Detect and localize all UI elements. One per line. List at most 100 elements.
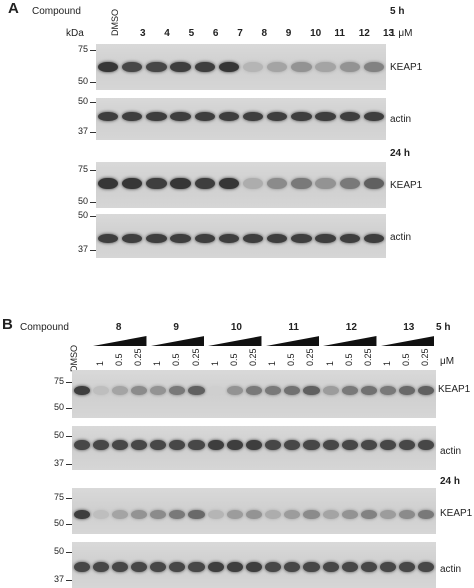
panel-b-dose-label: 0.25 bbox=[362, 348, 373, 366]
tick bbox=[90, 216, 96, 217]
panel-b-5h-actin-band bbox=[169, 440, 186, 450]
panel-b-5h-actin-band bbox=[226, 440, 243, 450]
panel-b-24h-keap1-band bbox=[131, 510, 148, 519]
panel-a-24h-keap1-label: KEAP1 bbox=[390, 180, 423, 191]
panel-b-dose-label: 0.5 bbox=[286, 353, 297, 366]
tick bbox=[90, 250, 96, 251]
panel-b-24h-keap1-band bbox=[399, 510, 416, 519]
panel-a-24h-actin-band bbox=[97, 234, 119, 243]
tick bbox=[66, 552, 72, 553]
panel-b-dose-label: 1 bbox=[94, 360, 105, 366]
panel-b-5h-actin-band bbox=[150, 440, 167, 450]
panel-a-24h-actin-band bbox=[146, 234, 167, 243]
panel-a-compound-8: 8 bbox=[261, 28, 268, 39]
panel-b-dose-label: 1 bbox=[382, 360, 393, 366]
panel-a-24h-keap1-band bbox=[170, 178, 191, 189]
panel-b-5h-keap1-marker-75: 75 bbox=[53, 376, 64, 386]
panel-b-5h-actin-band bbox=[418, 440, 435, 450]
tick bbox=[66, 408, 72, 409]
panel-b-5h-keap1-band bbox=[303, 386, 320, 395]
panel-a-5h-keap1-band bbox=[315, 62, 336, 72]
panel-b-24h-keap1-band bbox=[111, 510, 128, 519]
panel-a-24h-keap1-band bbox=[97, 178, 119, 189]
panel-b-24h-keap1-band bbox=[418, 510, 435, 519]
tick bbox=[66, 464, 72, 465]
panel-a-24h-keap1-band bbox=[291, 178, 312, 189]
panel-a-5h-actin-band bbox=[170, 112, 191, 121]
panel-b-5h-keap1-band bbox=[207, 386, 224, 395]
panel-b-dose-label: 1 bbox=[324, 360, 335, 366]
panel-b-24h-actin-band bbox=[226, 562, 243, 572]
panel-a-5h-keap1-band bbox=[267, 62, 288, 72]
panel-b-compound-9: 9 bbox=[173, 322, 179, 333]
panel-b-5h-actin-marker-50: 50 bbox=[53, 430, 64, 440]
panel-b-5h-actin-band bbox=[73, 440, 90, 450]
panel-b-compound-8: 8 bbox=[115, 322, 122, 333]
panel-a-24h-keap1-blot bbox=[96, 162, 386, 208]
panel-a-5h-actin-band bbox=[97, 112, 119, 121]
panel-b-compound-11: 11 bbox=[288, 322, 299, 333]
panel-b-5h-keap1-band bbox=[245, 386, 263, 395]
panel-b-dose-label: 0.25 bbox=[305, 348, 316, 366]
panel-a-5h-keap1-band bbox=[363, 62, 385, 72]
panel-a-24h-actin-blot bbox=[96, 214, 386, 258]
panel-a-5h-actin-band bbox=[242, 112, 264, 121]
panel-a-dmso-label: DMSO bbox=[110, 9, 120, 36]
panel-b-dose-wedge bbox=[208, 336, 262, 346]
panel-b-24h-keap1-band bbox=[226, 510, 243, 519]
panel-a-5h-actin-band bbox=[194, 112, 215, 121]
panel-b-24h-keap1-marker-75: 75 bbox=[53, 492, 64, 502]
panel-b-24h-actin-band bbox=[111, 562, 128, 572]
panel-a-5h-keap1-label: KEAP1 bbox=[390, 62, 423, 73]
panel-b-24h-actin-band bbox=[360, 562, 377, 572]
panel-a-5h-actin-band bbox=[122, 112, 143, 121]
panel-b-24h-actin-label: actin bbox=[440, 564, 462, 575]
panel-a-24h-actin-band bbox=[122, 234, 143, 243]
panel-b-5h-actin-band bbox=[92, 440, 109, 450]
panel-b-5h-keap1-band bbox=[322, 386, 339, 395]
panel-b-24h-actin-band bbox=[245, 562, 263, 572]
panel-b-24h-keap1-band bbox=[322, 510, 339, 519]
panel-b-24h-keap1-band bbox=[169, 510, 186, 519]
panel-b-24h-actin-band bbox=[131, 562, 148, 572]
panel-a-letter: A bbox=[8, 0, 19, 17]
panel-b-dose-wedge bbox=[323, 336, 377, 346]
panel-a-24h-actin-label: actin bbox=[390, 232, 412, 243]
panel-b-5h-actin-band bbox=[399, 440, 416, 450]
panel-b-24h-actin-blot bbox=[72, 542, 436, 588]
panel-a-compound-10: 10 bbox=[310, 28, 322, 39]
panel-a-5h-actin-band bbox=[315, 112, 336, 121]
panel-b-5h-keap1-band bbox=[188, 386, 205, 395]
panel-a-compound-label: Compound bbox=[32, 6, 81, 17]
panel-b-dose-label: 0.25 bbox=[248, 348, 258, 366]
panel-b-dose-wedge bbox=[93, 336, 147, 346]
panel-a-24h-keap1-band bbox=[315, 178, 336, 189]
panel-a-5h-actin-blot bbox=[96, 98, 386, 140]
panel-b-dose-label: 1 bbox=[267, 360, 278, 366]
panel-b-24h-keap1-band bbox=[360, 510, 377, 519]
tick bbox=[90, 82, 96, 83]
panel-a-24h-actin-band bbox=[267, 234, 288, 243]
panel-b-5h-actin-marker-37: 37 bbox=[53, 458, 64, 468]
panel-a-5h-keap1-band bbox=[218, 62, 240, 72]
panel-a-concentration-label: 1 μM bbox=[390, 28, 413, 39]
panel-a-compound-13: 13 bbox=[383, 28, 395, 39]
panel-b-5h-keap1-band bbox=[226, 386, 243, 395]
panel-a-time-5h: 5 h bbox=[390, 6, 405, 17]
panel-a-5h-keap1-band bbox=[242, 62, 264, 72]
panel-b-24h-keap1-band bbox=[92, 510, 109, 519]
panel-b-time-5h: 5 h bbox=[436, 322, 451, 333]
panel-b-5h-actin-band bbox=[207, 440, 224, 450]
tick bbox=[66, 580, 72, 581]
panel-b-5h-actin-band bbox=[188, 440, 205, 450]
panel-a-24h-keap1-band bbox=[339, 178, 360, 189]
panel-a-24h-actin-marker-37: 37 bbox=[77, 244, 88, 254]
panel-b-unit-label: μM bbox=[440, 356, 455, 367]
tick bbox=[66, 498, 72, 499]
panel-b-5h-actin-band bbox=[360, 440, 377, 450]
panel-b-dose-wedge bbox=[150, 336, 205, 346]
panel-a-compound-11: 11 bbox=[334, 28, 345, 39]
panel-a-compound-7: 7 bbox=[237, 28, 243, 39]
panel-b-24h-actin-band bbox=[150, 562, 167, 572]
panel-b-24h-actin-band bbox=[284, 562, 301, 572]
